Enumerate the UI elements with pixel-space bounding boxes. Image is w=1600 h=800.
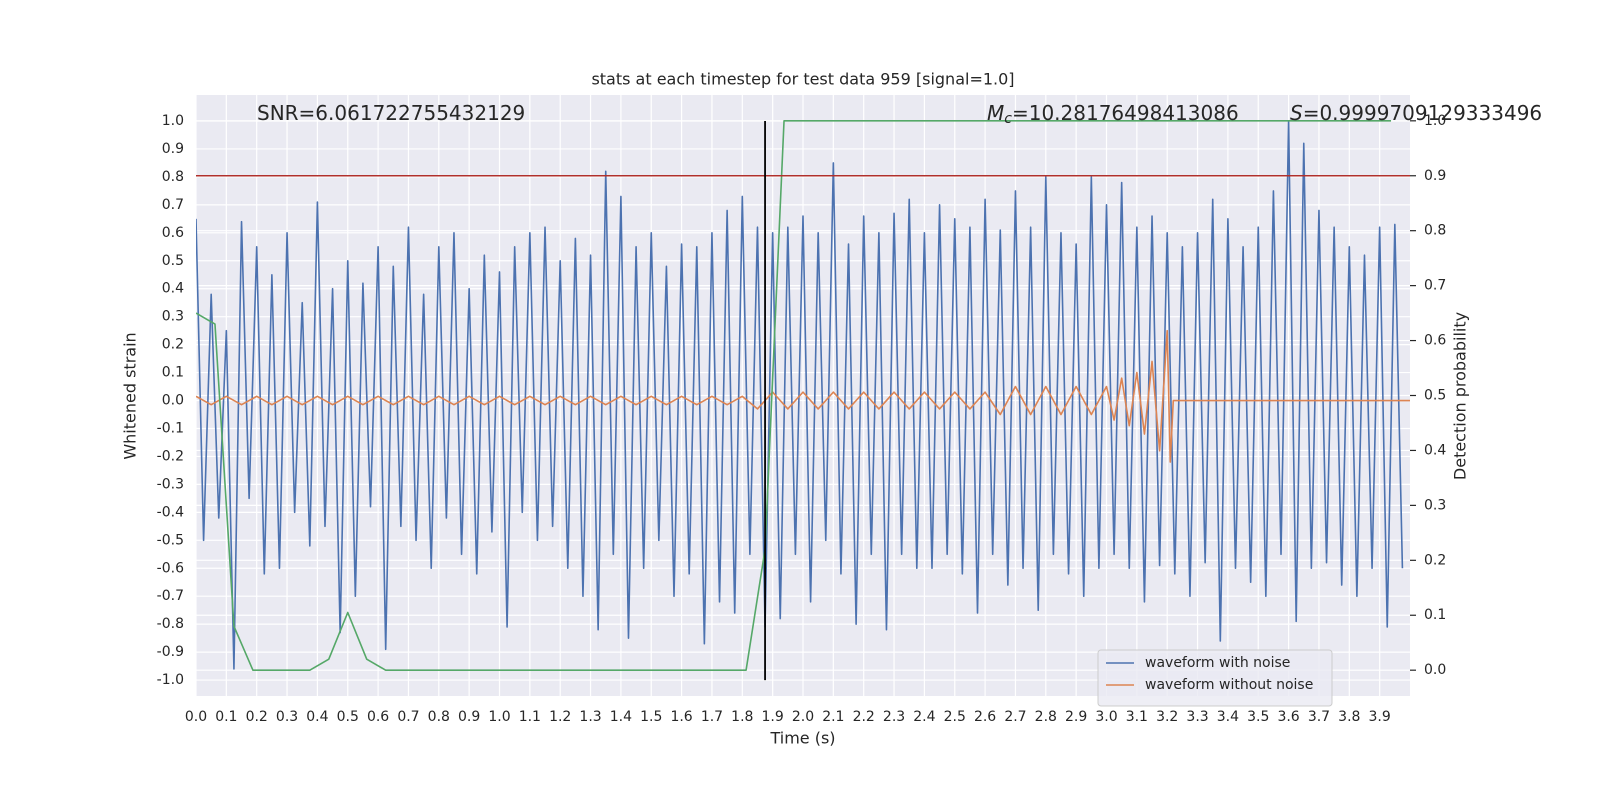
x-tick-label: 2.4 — [913, 709, 935, 725]
y-tick-label: -1.0 — [157, 672, 184, 688]
x-tick-label: 1.4 — [610, 709, 632, 725]
series-line — [196, 329, 1410, 463]
x-tick-label: 3.3 — [1186, 709, 1208, 725]
series-group — [196, 120, 1410, 681]
x-tick-label: 0.5 — [337, 709, 359, 725]
x-tick-label: 2.0 — [792, 709, 814, 725]
y2-tick-label: 0.5 — [1424, 388, 1446, 404]
y2-tick-label: 0.1 — [1424, 607, 1446, 623]
x-tick-label: 0.8 — [428, 709, 450, 725]
x-tick-label: 0.0 — [185, 709, 207, 725]
series-line — [196, 120, 1392, 671]
x-tick-label: 3.1 — [1126, 709, 1148, 725]
y2-tick-label: 0.8 — [1424, 223, 1446, 239]
y-tick-label: 0.4 — [162, 281, 184, 297]
x-tick-label: 3.7 — [1308, 709, 1330, 725]
x-tick-label: 2.7 — [1004, 709, 1026, 725]
x-tick-label: 3.8 — [1338, 709, 1360, 725]
y-tick-label: -0.9 — [157, 644, 184, 660]
y-tick-label: -0.1 — [157, 420, 184, 436]
y-tick-label: 0.0 — [162, 393, 184, 409]
y-tick-label: 0.3 — [162, 309, 184, 325]
x-tick-label: 0.1 — [215, 709, 237, 725]
y-tick-label: 0.8 — [162, 169, 184, 185]
y2-tick-label: 1.0 — [1424, 113, 1446, 129]
x-tick-label: 1.6 — [670, 709, 692, 725]
x-tick-label: 3.4 — [1217, 709, 1239, 725]
x-tick-label: 1.2 — [549, 709, 571, 725]
y-tick-label: 0.1 — [162, 365, 184, 381]
y-tick-label: -0.4 — [157, 504, 184, 520]
x-tick-label: 0.2 — [246, 709, 268, 725]
x-axis-label: Time (s) — [769, 729, 835, 748]
x-tick-label: 0.6 — [367, 709, 389, 725]
y-tick-label: 0.2 — [162, 337, 184, 353]
y-tick-label: 0.9 — [162, 141, 184, 157]
annotations: SNR=6.061722755432129 Mc=10.2817649841308… — [257, 101, 1542, 128]
x-tick-label: 2.8 — [1035, 709, 1057, 725]
y-tick-label: -0.3 — [157, 476, 184, 492]
x-tick-label: 2.9 — [1065, 709, 1087, 725]
x-tick-label: 3.5 — [1247, 709, 1269, 725]
x-tick-label: 0.7 — [397, 709, 419, 725]
y2-axis-label: Detection probability — [1451, 312, 1470, 480]
annotation-symbol: M — [987, 101, 1004, 125]
x-tick-label: 2.1 — [822, 709, 844, 725]
x-tick-label: 3.2 — [1156, 709, 1178, 725]
y2-tick-label: 0.3 — [1424, 497, 1446, 513]
y-tick-label: 0.6 — [162, 225, 184, 241]
y2-tick-label: 0.4 — [1424, 442, 1446, 458]
y-tick-label: -0.6 — [157, 560, 184, 576]
series-line — [196, 120, 1404, 670]
x-tick-label: 1.0 — [488, 709, 510, 725]
x-tick-label: 2.5 — [944, 709, 966, 725]
x-tick-label: 1.7 — [701, 709, 723, 725]
x-tick-label: 1.9 — [762, 709, 784, 725]
y2-tick-label: 0.0 — [1424, 662, 1446, 678]
legend-label: waveform with noise — [1145, 655, 1290, 671]
y-tick-label: -0.5 — [157, 532, 184, 548]
annotation-text: =0.9999709129333496 — [1303, 101, 1542, 125]
x-tick-label: 3.6 — [1277, 709, 1299, 725]
x-tick-label: 2.2 — [853, 709, 875, 725]
legend: waveform with noise waveform without nois… — [1097, 649, 1333, 707]
y-tick-label: 1.0 — [162, 113, 184, 129]
y-tick-label: -0.7 — [157, 588, 184, 604]
x-tick-label: 3.0 — [1095, 709, 1117, 725]
y-axis-label: Whitened strain — [121, 332, 140, 459]
y-tick-label: -0.8 — [157, 616, 184, 632]
y-tick-label: -0.2 — [157, 448, 184, 464]
y-tick-label: 0.5 — [162, 253, 184, 269]
x-tick-label: 0.9 — [458, 709, 480, 725]
y2-tick-label: 0.6 — [1424, 333, 1446, 349]
y2-tick-label: 0.9 — [1424, 168, 1446, 184]
x-tick-label: 0.4 — [306, 709, 328, 725]
legend-box — [1097, 649, 1333, 707]
x-tick-label: 2.3 — [883, 709, 905, 725]
annotation-symbol: S — [1290, 101, 1303, 125]
annotation: Mc=10.28176498413086 — [987, 101, 1239, 128]
annotation: SNR=6.061722755432129 — [257, 101, 525, 125]
annotation-subscript: c — [1004, 111, 1012, 127]
x-tick-label: 1.1 — [519, 709, 541, 725]
x-tick-label: 3.9 — [1369, 709, 1391, 725]
chart-title: stats at each timestep for test data 959… — [591, 70, 1014, 89]
x-tick-label: 0.3 — [276, 709, 298, 725]
x-tick-label: 1.5 — [640, 709, 662, 725]
annotation: S=0.9999709129333496 — [1290, 101, 1542, 125]
y-tick-label: 0.7 — [162, 197, 184, 213]
x-tick-label: 2.6 — [974, 709, 996, 725]
annotation-text: =10.28176498413086 — [1012, 101, 1239, 125]
x-tick-label: 1.3 — [579, 709, 601, 725]
y2-tick-label: 0.2 — [1424, 552, 1446, 568]
ticks: 0.0 0.1 0.2 0.3 0.4 0.5 0.6 0.7 0.8 0.9 1.0 1.1 1.2 1… — [157, 113, 1447, 725]
y2-tick-label: 0.7 — [1424, 278, 1446, 294]
legend-label: waveform without noise — [1145, 677, 1313, 693]
x-tick-label: 1.8 — [731, 709, 753, 725]
annotation-text: SNR=6.061722755432129 — [257, 101, 525, 125]
grid — [195, 95, 1410, 696]
